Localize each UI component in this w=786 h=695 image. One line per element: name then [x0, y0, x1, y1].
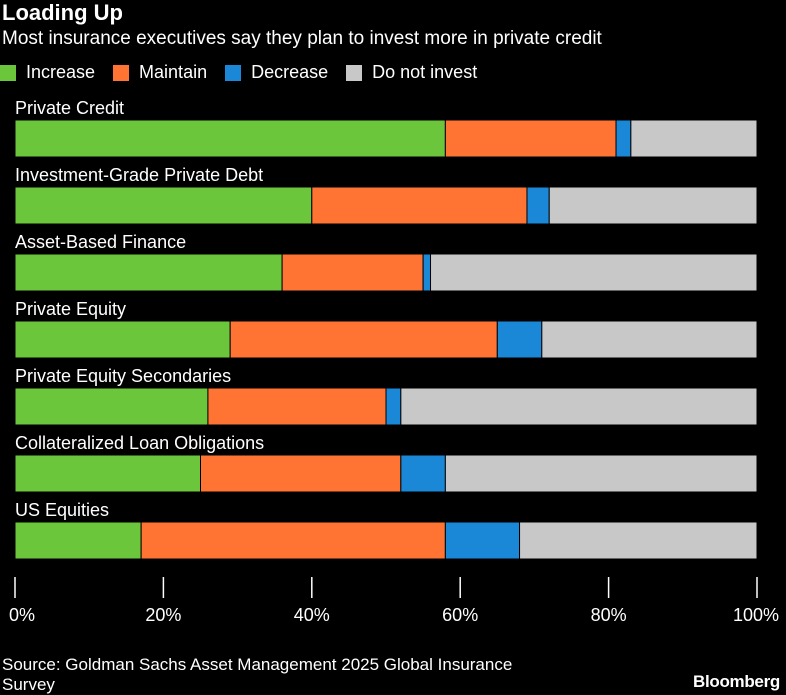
legend-label-do-not-invest: Do not invest [372, 62, 478, 82]
legend: Increase Maintain Decrease Do not invest [0, 62, 495, 83]
legend-item-decrease: Decrease [225, 62, 328, 83]
bar-segment-collateralized-loan-obligations-decrease [400, 454, 446, 493]
bar-segment-investment-grade-private-debt-increase [14, 186, 313, 225]
bar-segment-investment-grade-private-debt-do-not-invest [548, 186, 758, 225]
legend-swatch-decrease [225, 64, 242, 81]
legend-label-maintain: Maintain [139, 62, 208, 82]
bar-segment-private-equity-secondaries-decrease [385, 387, 402, 426]
legend-item-maintain: Maintain [113, 62, 207, 83]
chart-subtitle: Most insurance executives say they plan … [2, 28, 602, 49]
x-tick-label-5: 100% [733, 605, 779, 625]
legend-swatch-maintain [113, 64, 130, 81]
category-label-investment-grade-private-debt: Investment-Grade Private Debt [15, 165, 263, 185]
bar-segment-private-equity-secondaries-increase [14, 387, 209, 426]
legend-swatch-do-not-invest [346, 64, 363, 81]
category-label-us-equities: US Equities [15, 500, 109, 520]
bar-segment-private-equity-do-not-invest [541, 320, 758, 359]
bar-segment-investment-grade-private-debt-decrease [526, 186, 550, 225]
bar-segment-asset-based-finance-maintain [281, 253, 424, 292]
bar-segment-private-equity-secondaries-do-not-invest [400, 387, 758, 426]
bar-segment-private-credit-increase [14, 119, 446, 158]
x-tick-label-3: 60% [442, 605, 478, 625]
category-label-collateralized-loan-obligations: Collateralized Loan Obligations [15, 433, 264, 453]
x-tick-label-1: 20% [145, 605, 181, 625]
bar-segment-private-equity-secondaries-maintain [207, 387, 387, 426]
bar-segment-private-equity-increase [14, 320, 231, 359]
category-label-private-credit: Private Credit [15, 98, 124, 118]
bar-segment-us-equities-do-not-invest [519, 521, 758, 560]
category-label-private-equity-secondaries: Private Equity Secondaries [15, 366, 231, 386]
bar-segment-investment-grade-private-debt-maintain [311, 186, 528, 225]
x-tick-label-0: 0% [9, 605, 35, 625]
bar-segment-us-equities-increase [14, 521, 142, 560]
bar-segment-private-credit-maintain [444, 119, 617, 158]
bar-segment-collateralized-loan-obligations-increase [14, 454, 201, 493]
category-label-private-equity: Private Equity [15, 299, 126, 319]
x-tick-label-2: 40% [294, 605, 330, 625]
bloomberg-logo: Bloomberg [692, 672, 780, 691]
bar-segment-private-equity-maintain [229, 320, 498, 359]
legend-label-increase: Increase [26, 62, 96, 82]
legend-swatch-increase [0, 64, 16, 81]
bar-segment-private-credit-decrease [615, 119, 632, 158]
source-note: Source: Goldman Sachs Asset Management 2… [2, 655, 513, 694]
legend-label-decrease: Decrease [251, 62, 329, 82]
category-label-asset-based-finance: Asset-Based Finance [15, 232, 186, 252]
bar-segment-asset-based-finance-increase [14, 253, 283, 292]
bar-segment-asset-based-finance-decrease [422, 253, 432, 292]
chart-title: Loading Up [2, 0, 123, 25]
bar-segment-us-equities-maintain [140, 521, 446, 560]
x-tick-label-4: 80% [591, 605, 627, 625]
legend-item-increase: Increase [0, 62, 95, 83]
bar-segment-private-equity-decrease [496, 320, 543, 359]
bar-segment-collateralized-loan-obligations-do-not-invest [444, 454, 758, 493]
bar-segment-us-equities-decrease [444, 521, 521, 560]
legend-item-do-not-invest: Do not invest [346, 62, 477, 83]
bar-segment-collateralized-loan-obligations-maintain [200, 454, 402, 493]
bar-segment-private-credit-do-not-invest [630, 119, 758, 158]
bar-segment-asset-based-finance-do-not-invest [430, 253, 758, 292]
